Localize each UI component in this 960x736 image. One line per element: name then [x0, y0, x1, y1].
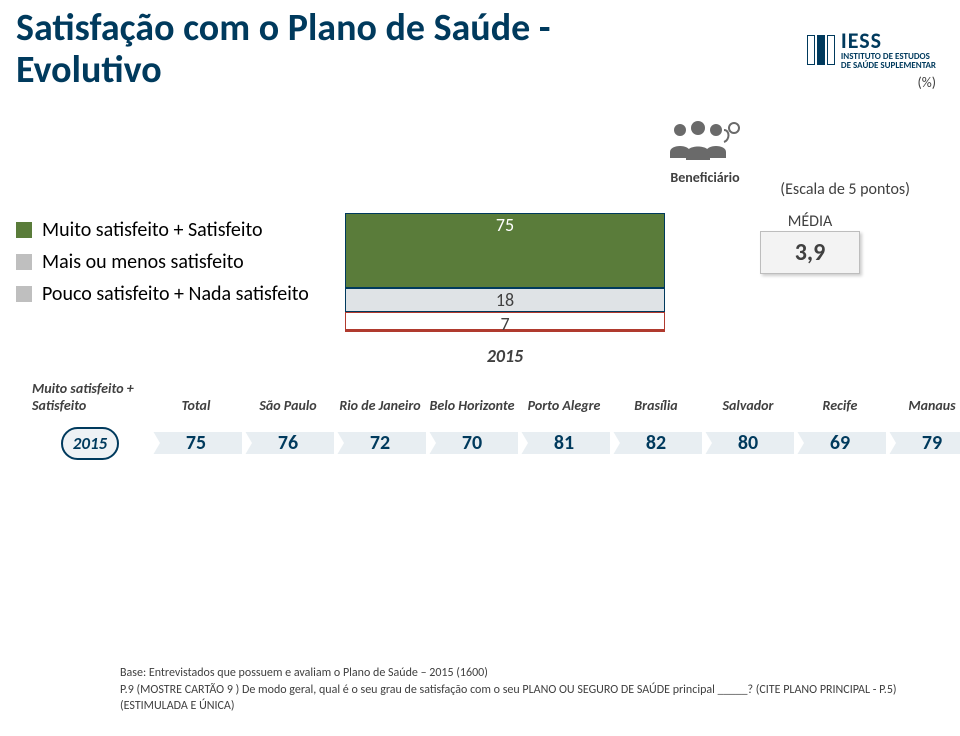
- legend-label-top: Muito satisfeito + Satisfeito: [42, 218, 263, 242]
- swatch-icon: [16, 222, 32, 238]
- table-cell: 81: [518, 426, 610, 460]
- table-cell: 82: [610, 426, 702, 460]
- table-header-row: Muito satisfeito + Satisfeito Total São …: [30, 380, 960, 414]
- chart-year-label: 2015: [345, 345, 665, 367]
- bar-seg-mid: 18: [345, 288, 665, 312]
- swatch-icon: [16, 254, 32, 270]
- logo-abbr: IESS: [841, 30, 936, 52]
- legend: Muito satisfeito + Satisfeito Mais ou me…: [16, 210, 309, 314]
- table-cell: 80: [702, 426, 794, 460]
- col-h: Total: [150, 397, 242, 414]
- brand-logo: IESS INSTITUTO DE ESTUDOS DE SAÚDE SUPLE…: [807, 30, 936, 70]
- col-h: Porto Alegre: [518, 397, 610, 414]
- logo-mark-icon: [807, 35, 835, 65]
- footnote-line1: Base: Entrevistados que possuem e avalia…: [120, 665, 900, 681]
- page-title: Satisfação com o Plano de Saúde - Evolut…: [16, 8, 576, 92]
- table-cell: 76: [242, 426, 334, 460]
- media-box: MÉDIA 3,9: [760, 212, 860, 274]
- logo-line2: DE SAÚDE SUPLEMENTAR: [841, 61, 936, 70]
- bar-seg-top: 75: [345, 213, 665, 288]
- scale-note: (Escala de 5 pontos): [780, 180, 910, 199]
- col-h: Manaus: [886, 397, 960, 414]
- beneficiario-stamp: Beneficiário: [650, 120, 760, 186]
- col-h: Rio de Janeiro: [334, 397, 426, 414]
- slide: Satisfação com o Plano de Saúde - Evolut…: [0, 0, 960, 736]
- footnote-line2: P.9 (MOSTRE CARTÃO 9 ) De modo geral, qu…: [120, 682, 900, 714]
- logo-text: IESS INSTITUTO DE ESTUDOS DE SAÚDE SUPLE…: [841, 30, 936, 70]
- table-cell: 72: [334, 426, 426, 460]
- bar-seg-bot: 7: [345, 312, 665, 330]
- legend-item-mid: Mais ou menos satisfeito: [16, 250, 309, 274]
- legend-item-top: Muito satisfeito + Satisfeito: [16, 218, 309, 242]
- media-label: MÉDIA: [760, 212, 860, 231]
- legend-label-bot: Pouco satisfeito + Nada satisfeito: [42, 282, 309, 306]
- legend-item-bot: Pouco satisfeito + Nada satisfeito: [16, 282, 309, 306]
- col-h: Belo Horizonte: [426, 397, 518, 414]
- col-h: Brasília: [610, 397, 702, 414]
- table-value-row: 2015 75 76 72 70 81 82 80 69 79: [30, 426, 960, 460]
- table-cell: 70: [426, 426, 518, 460]
- bar: 75 18 7: [345, 210, 665, 332]
- table-cell: 75: [150, 426, 242, 460]
- col-h: Salvador: [702, 397, 794, 414]
- footnote: Base: Entrevistados que possuem e avalia…: [120, 665, 900, 714]
- people-stethoscope-icon: [664, 120, 746, 171]
- media-value: 3,9: [760, 231, 860, 274]
- table-cell: 79: [886, 426, 960, 460]
- swatch-icon: [16, 286, 32, 302]
- col-h: Recife: [794, 397, 886, 414]
- percent-label: (%): [918, 74, 937, 91]
- year-pill: 2015: [30, 427, 150, 460]
- stacked-bar-chart: 75 18 7: [345, 210, 665, 332]
- table-cell: 69: [794, 426, 886, 460]
- table-row-label: Muito satisfeito + Satisfeito: [30, 380, 150, 414]
- beneficiario-label: Beneficiário: [650, 169, 760, 186]
- col-h: São Paulo: [242, 397, 334, 414]
- legend-label-mid: Mais ou menos satisfeito: [42, 250, 244, 274]
